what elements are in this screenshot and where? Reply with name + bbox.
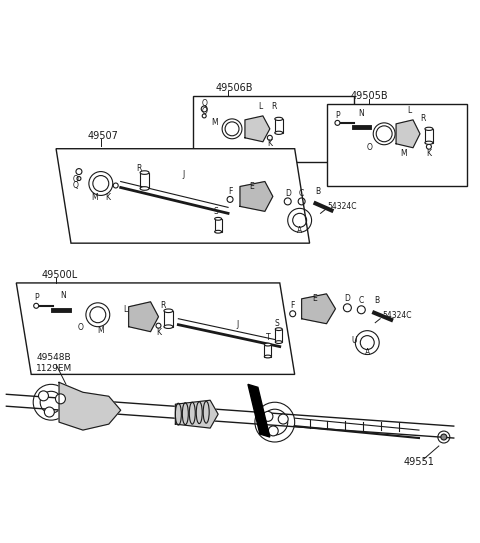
Text: A: A [297, 226, 302, 235]
Text: 1129EM: 1129EM [36, 364, 72, 373]
Text: L: L [258, 103, 262, 111]
Polygon shape [56, 149, 310, 243]
Bar [425, 129, 433, 143]
Text: B: B [374, 296, 380, 305]
Text: 49500L: 49500L [41, 270, 77, 280]
Text: Q: Q [73, 181, 79, 190]
Text: C: C [299, 189, 304, 198]
Ellipse shape [276, 328, 282, 331]
Text: 49506B: 49506B [215, 83, 252, 93]
Text: S: S [214, 207, 218, 216]
Polygon shape [396, 120, 420, 148]
Text: B: B [315, 187, 320, 196]
Text: O: O [366, 143, 372, 152]
Ellipse shape [275, 131, 283, 135]
Bar [215, 219, 222, 232]
Text: 54324C: 54324C [382, 311, 412, 320]
Ellipse shape [425, 127, 433, 130]
Text: 49551: 49551 [404, 457, 434, 467]
Bar [275, 119, 283, 133]
Circle shape [278, 414, 288, 424]
Text: P: P [335, 111, 340, 121]
Bar [264, 345, 271, 357]
Text: M: M [97, 326, 104, 335]
Circle shape [263, 412, 273, 421]
Ellipse shape [215, 230, 222, 233]
Text: 49505B: 49505B [350, 91, 388, 101]
Ellipse shape [140, 187, 149, 190]
Text: R: R [271, 103, 276, 111]
Polygon shape [175, 400, 218, 428]
Ellipse shape [164, 325, 173, 329]
Polygon shape [129, 302, 158, 332]
Polygon shape [16, 283, 295, 375]
Bar [327, 104, 467, 186]
Ellipse shape [276, 340, 282, 344]
Ellipse shape [140, 171, 149, 174]
Circle shape [45, 407, 54, 417]
Text: K: K [426, 149, 432, 158]
Text: K: K [156, 328, 161, 337]
Bar [164, 311, 173, 327]
Circle shape [441, 434, 447, 440]
Circle shape [56, 394, 65, 404]
Text: E: E [312, 294, 317, 304]
Text: 54324C: 54324C [327, 202, 357, 211]
Text: L: L [407, 106, 411, 116]
Text: K: K [267, 139, 272, 148]
Text: R: R [160, 301, 165, 310]
Text: N: N [359, 110, 364, 118]
Text: T: T [265, 333, 270, 342]
Polygon shape [245, 116, 270, 142]
Ellipse shape [215, 217, 222, 220]
Text: U: U [351, 336, 357, 345]
Text: Q: Q [201, 99, 207, 109]
Text: S: S [275, 319, 279, 328]
Text: K: K [105, 193, 110, 202]
Polygon shape [248, 384, 270, 437]
Circle shape [268, 426, 278, 436]
Text: J: J [182, 170, 184, 179]
Text: M: M [211, 118, 217, 128]
Text: O: O [201, 108, 207, 116]
Text: E: E [250, 182, 254, 191]
Text: J: J [237, 320, 239, 329]
Text: A: A [365, 348, 370, 357]
Polygon shape [59, 382, 120, 430]
Polygon shape [240, 181, 273, 211]
Ellipse shape [425, 141, 433, 144]
Ellipse shape [264, 343, 271, 346]
Text: O: O [73, 175, 79, 184]
Text: M: M [401, 149, 408, 158]
Circle shape [38, 391, 48, 401]
Polygon shape [301, 294, 336, 324]
Text: 49548B: 49548B [36, 353, 71, 362]
Text: F: F [290, 301, 295, 310]
Bar [193, 96, 354, 162]
Text: M: M [92, 193, 98, 202]
Text: F: F [228, 187, 232, 196]
Bar [276, 329, 282, 342]
Text: N: N [60, 292, 66, 300]
Bar [140, 173, 149, 188]
Ellipse shape [264, 355, 271, 358]
Text: 49507: 49507 [88, 131, 119, 141]
Text: C: C [359, 296, 364, 305]
Text: R: R [136, 164, 141, 173]
Ellipse shape [275, 117, 283, 121]
Ellipse shape [164, 309, 173, 313]
Text: D: D [345, 294, 350, 304]
Text: L: L [123, 305, 128, 314]
Text: D: D [285, 189, 291, 198]
Text: O: O [78, 323, 84, 332]
Text: R: R [420, 115, 426, 123]
Text: P: P [34, 293, 38, 302]
